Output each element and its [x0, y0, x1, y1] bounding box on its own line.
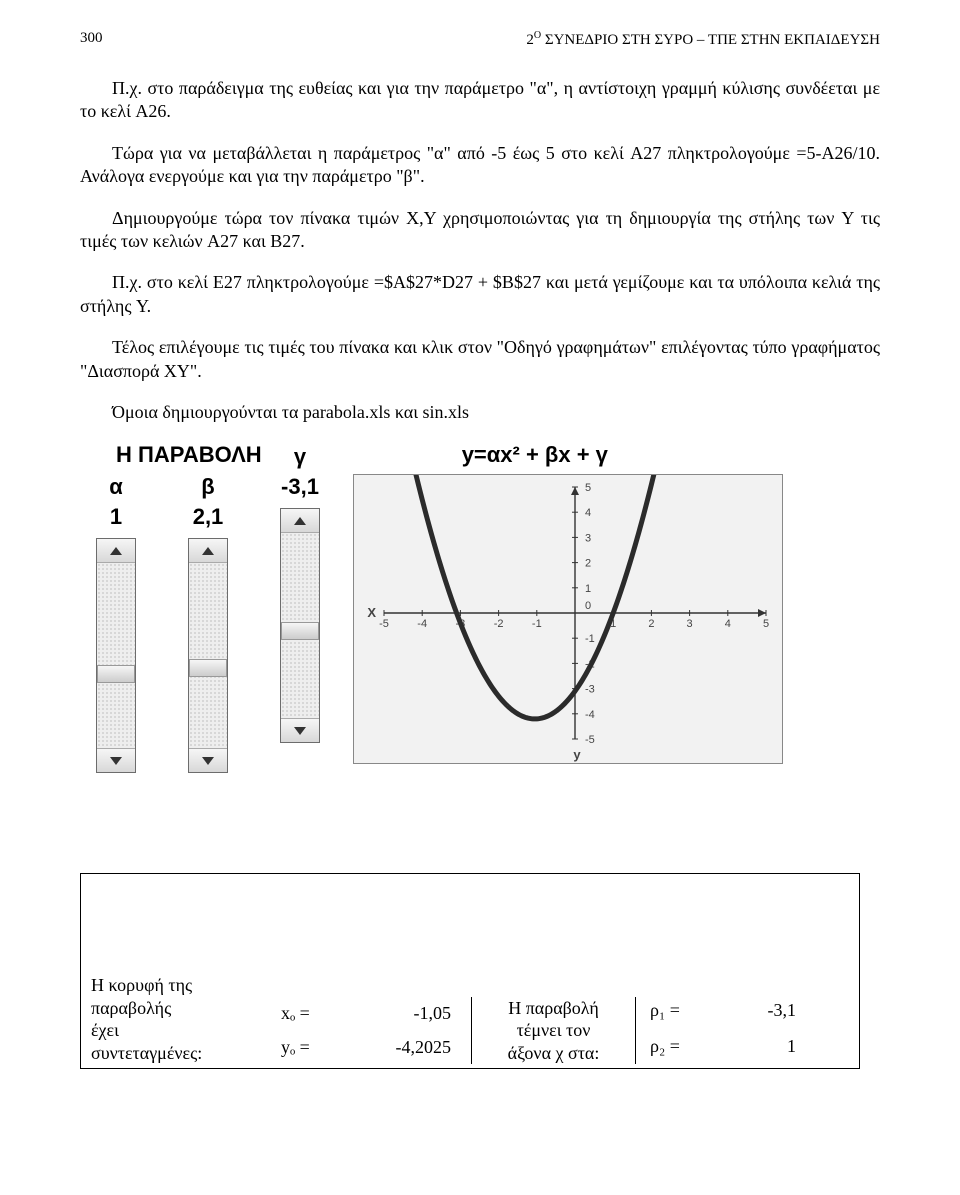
- svg-text:0: 0: [585, 600, 591, 612]
- control-alpha-value: 1: [110, 504, 122, 534]
- control-gamma-label: γ: [294, 444, 306, 474]
- scrollbar-beta[interactable]: [188, 538, 228, 773]
- parabola-svg: -5-4-3-2-112345-5-4-3-2-1123450Xy: [354, 475, 784, 765]
- page-header: 300 2Ο ΣΥΝΕΔΡΙΟ ΣΤΗ ΣΥΡΟ – ΤΠΕ ΣΤΗΝ ΕΚΠΑ…: [80, 30, 880, 49]
- chart-formula: y=αx² + βx + γ: [462, 442, 608, 468]
- svg-text:-1: -1: [585, 633, 595, 645]
- chevron-up-icon: [202, 547, 214, 555]
- svg-text:1: 1: [585, 583, 591, 595]
- svg-text:-4: -4: [585, 709, 595, 721]
- chevron-down-icon: [110, 757, 122, 765]
- svg-text:5: 5: [585, 482, 591, 494]
- scrollbar-beta-up[interactable]: [189, 539, 227, 563]
- svg-text:2: 2: [585, 558, 591, 570]
- svg-text:-1: -1: [532, 618, 542, 630]
- scrollbar-beta-thumb[interactable]: [189, 659, 227, 677]
- scrollbar-alpha-up[interactable]: [97, 539, 135, 563]
- scrollbar-gamma-track[interactable]: [281, 533, 319, 718]
- paragraph-4: Π.χ. στο κελί E27 πληκτρολογούμε =$A$27*…: [80, 271, 880, 318]
- svg-text:5: 5: [763, 618, 769, 630]
- header-title: 2Ο ΣΥΝΕΔΡΙΟ ΣΤΗ ΣΥΡΟ – ΤΠΕ ΣΤΗΝ ΕΚΠΑΙΔΕΥ…: [526, 30, 880, 49]
- chart-title: Η ΠΑΡΑΒΟΛΗ: [116, 442, 262, 468]
- scrollbar-alpha-thumb[interactable]: [97, 665, 135, 683]
- svg-text:-5: -5: [585, 734, 595, 746]
- svg-text:-5: -5: [379, 618, 389, 630]
- scrollbar-alpha-track[interactable]: [97, 563, 135, 748]
- control-gamma-value: -3,1: [281, 474, 319, 504]
- page-number: 300: [80, 30, 103, 49]
- chevron-up-icon: [294, 517, 306, 525]
- scrollbar-gamma-up[interactable]: [281, 509, 319, 533]
- scrollbar-gamma-thumb[interactable]: [281, 622, 319, 640]
- vertex-root-labels: ρ₁ = ρ₂ =: [636, 992, 716, 1064]
- paragraph-5: Τέλος επιλέγουμε τις τιμές του πίνακα κα…: [80, 336, 880, 383]
- control-gamma: γ -3,1: [272, 444, 328, 773]
- scrollbar-beta-track[interactable]: [189, 563, 227, 748]
- vertex-info-box: Η κορυφή της παραβολής έχει συντεταγμένε…: [80, 873, 860, 1069]
- svg-text:2: 2: [648, 618, 654, 630]
- control-alpha-label: α: [109, 474, 123, 504]
- svg-text:4: 4: [585, 507, 591, 519]
- paragraph-6: Όμοια δημιουργούνται τα parabola.xls και…: [80, 401, 880, 424]
- paragraph-2: Τώρα για να μεταβάλλεται η παράμετρος "α…: [80, 142, 880, 189]
- svg-text:4: 4: [725, 618, 731, 630]
- scrollbar-alpha[interactable]: [96, 538, 136, 773]
- vertex-left-text: Η κορυφή της παραβολής έχει συντεταγμένε…: [91, 974, 281, 1064]
- chevron-down-icon: [202, 757, 214, 765]
- control-beta: β 2,1: [180, 474, 236, 773]
- svg-text:X: X: [367, 605, 376, 620]
- control-alpha: α 1: [88, 474, 144, 773]
- control-beta-value: 2,1: [193, 504, 224, 534]
- svg-text:3: 3: [585, 533, 591, 545]
- svg-text:y: y: [573, 747, 581, 762]
- svg-text:-4: -4: [417, 618, 427, 630]
- svg-text:-2: -2: [494, 618, 504, 630]
- vertex-root-values: -3,1 1: [716, 992, 796, 1064]
- parameter-controls: α 1 β 2,1: [80, 474, 328, 773]
- vertex-mid-text: Η παραβολή τέμνει τον άξονα χ στα:: [471, 997, 636, 1065]
- scrollbar-beta-down[interactable]: [189, 748, 227, 772]
- control-beta-label: β: [201, 474, 214, 504]
- parabola-chart: -5-4-3-2-112345-5-4-3-2-1123450Xy: [353, 474, 783, 764]
- paragraph-3: Δημιουργούμε τώρα τον πίνακα τιμών X,Y χ…: [80, 207, 880, 254]
- vertex-coord-values: -1,05 -4,2025: [371, 996, 471, 1064]
- svg-text:3: 3: [687, 618, 693, 630]
- paragraph-1: Π.χ. στο παράδειγμα της ευθείας και για …: [80, 77, 880, 124]
- scrollbar-gamma-down[interactable]: [281, 718, 319, 742]
- chevron-up-icon: [110, 547, 122, 555]
- svg-text:-3: -3: [585, 684, 595, 696]
- chevron-down-icon: [294, 727, 306, 735]
- scrollbar-alpha-down[interactable]: [97, 748, 135, 772]
- chart-section: Η ΠΑΡΑΒΟΛΗ y=αx² + βx + γ α 1: [80, 442, 880, 773]
- vertex-coord-labels: xₒ = yₒ =: [281, 996, 371, 1064]
- scrollbar-gamma[interactable]: [280, 508, 320, 743]
